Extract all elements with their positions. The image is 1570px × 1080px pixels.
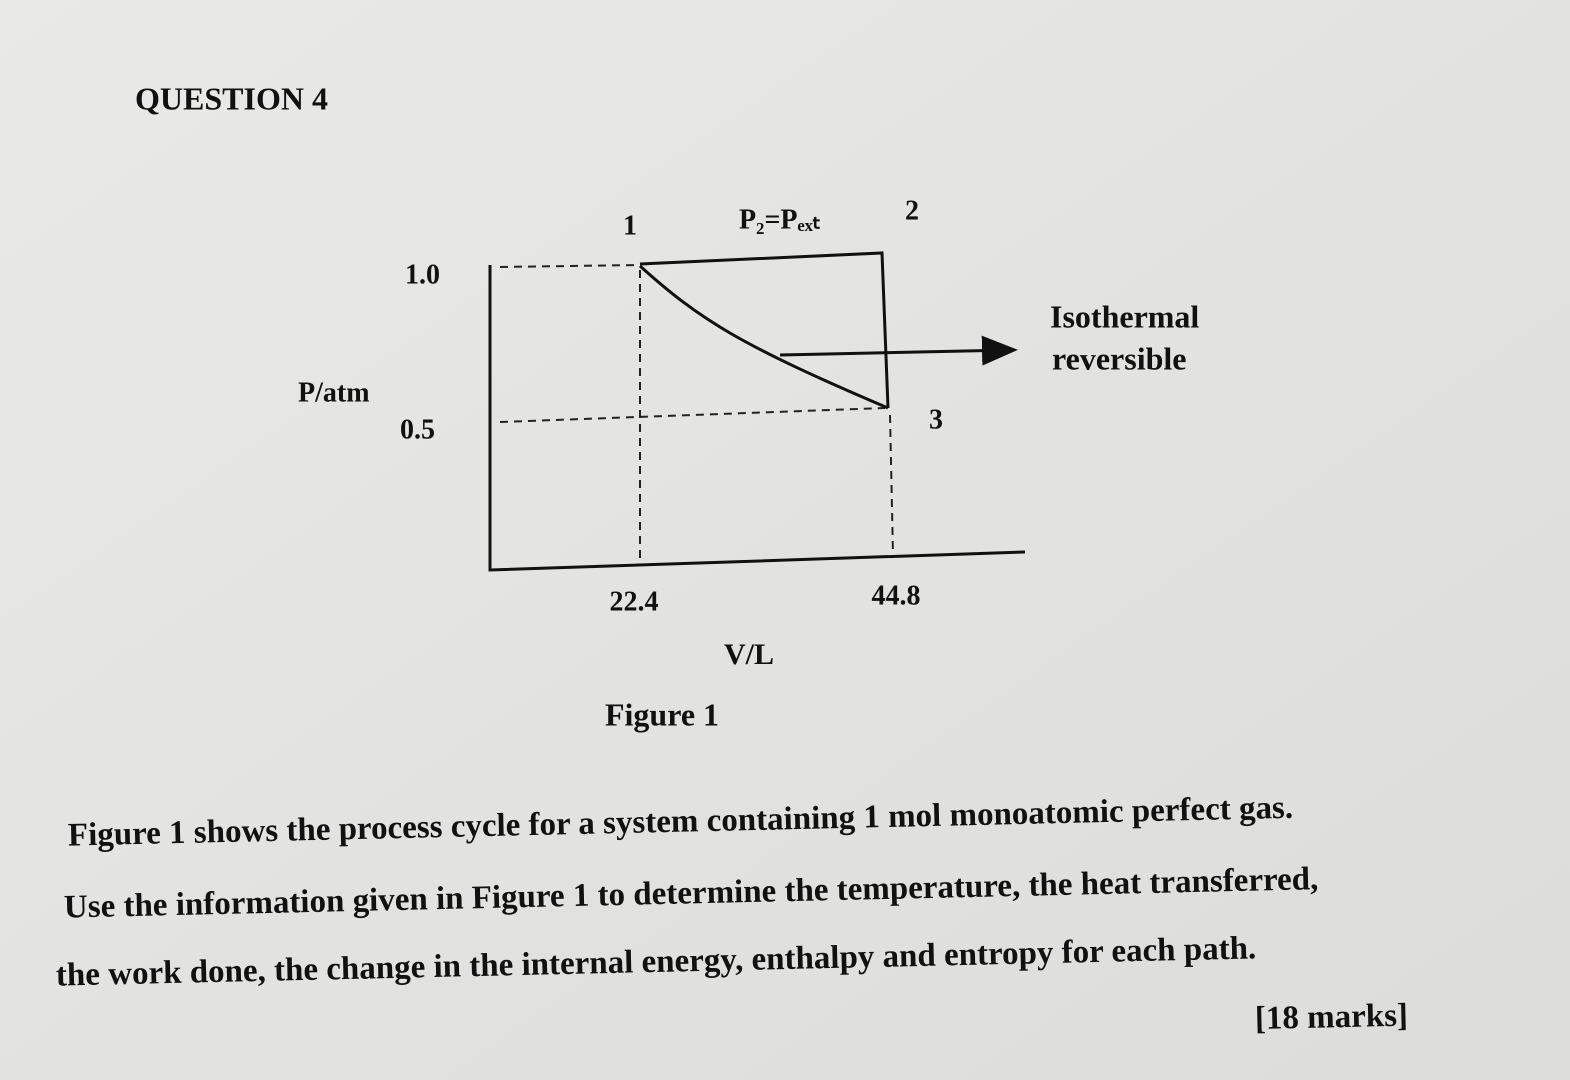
figure-caption: Figure 1 — [605, 696, 719, 732]
y-tick: 1.0 — [405, 259, 440, 290]
marks: [18 marks] — [1255, 998, 1409, 1037]
x-tick: 44.8 — [872, 580, 921, 611]
question-title: QUESTION 4 — [135, 80, 328, 116]
point-label: 2 — [905, 195, 919, 226]
isothermal-path — [638, 264, 889, 410]
x-axis-label: V/L — [724, 638, 774, 671]
point-label: 1 — [623, 210, 637, 241]
arrow — [779, 335, 1018, 366]
dashed-guide — [499, 264, 641, 268]
annotation: reversible — [1052, 340, 1186, 376]
y-axis-label: P/atm — [298, 377, 370, 408]
annotation: Isothermal — [1050, 298, 1199, 334]
axes — [488, 265, 1026, 572]
x-tick: 22.4 — [610, 586, 659, 617]
pv-diagram: 1 2 3 P₂=Pₑₓₜ 1.0 0.5 P/atm 22.4 44.8 V/… — [298, 195, 1199, 670]
dashed-guide — [889, 414, 894, 556]
top-label: P₂=Pₑₓₜ — [739, 204, 821, 235]
point-label: 3 — [929, 404, 943, 435]
y-tick: 0.5 — [400, 414, 435, 445]
path-1-2-3 — [639, 251, 890, 409]
